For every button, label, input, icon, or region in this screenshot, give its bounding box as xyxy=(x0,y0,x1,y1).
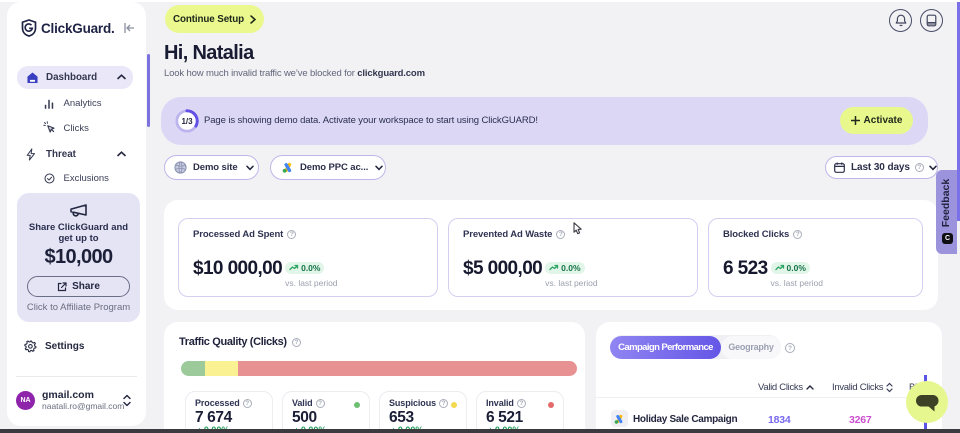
svg-text:1/3: 1/3 xyxy=(181,117,193,126)
